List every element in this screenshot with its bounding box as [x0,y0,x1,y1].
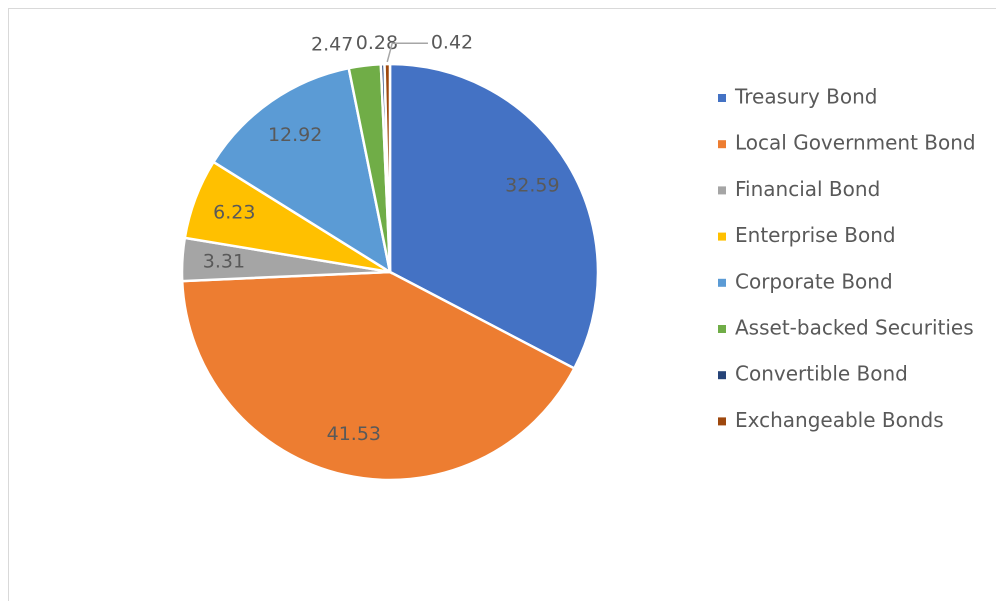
pie-slice [388,62,600,371]
legend-label: Local Government Bond [735,131,976,155]
pie-slice [383,62,392,273]
data-label: 32.59 [505,174,559,196]
legend-label: Asset-backed Securities [735,316,974,340]
data-label: 2.47 [311,33,353,55]
data-label: 0.28 [356,32,398,54]
legend-label: Treasury Bond [734,85,877,109]
legend-marker [718,186,726,195]
data-label: 12.92 [268,124,322,146]
legend-marker [718,371,726,380]
legend-marker [718,140,726,149]
legend-label: Corporate Bond [735,269,893,293]
data-label: 3.31 [203,250,245,272]
legend-label: Enterprise Bond [735,223,896,247]
legend-marker [718,325,726,333]
data-label: 41.53 [327,423,381,445]
legend-marker [718,278,726,287]
data-label: 6.23 [213,202,255,224]
legend-label: Convertible Bond [735,362,908,386]
legend-marker [718,417,726,426]
legend-label: Financial Bond [735,177,880,201]
pie-slice [180,270,576,482]
leader-line [386,42,428,63]
legend-marker [718,94,726,102]
legend-marker [718,232,726,241]
legend-label: Exchangeable Bonds [735,408,944,432]
pie-slice [211,66,392,275]
data-label: 0.42 [431,32,473,54]
